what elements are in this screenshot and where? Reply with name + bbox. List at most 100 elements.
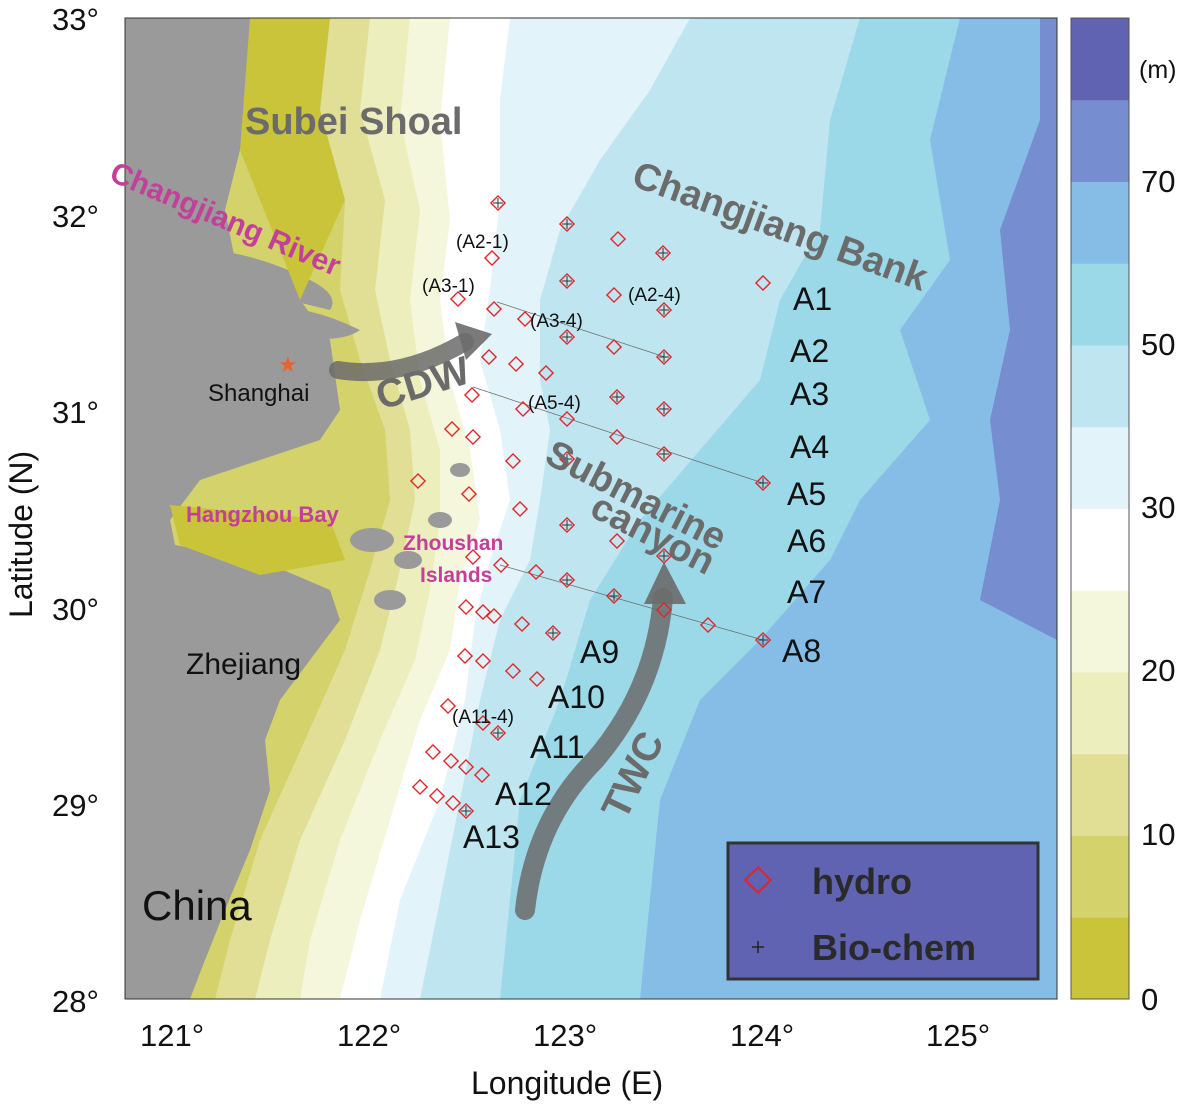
colorbar-unit: (m) bbox=[1139, 56, 1176, 84]
y-tick-label: 30° bbox=[52, 592, 99, 627]
biochem-station-marker bbox=[659, 404, 669, 414]
red-diamond-icon bbox=[743, 865, 773, 895]
colorbar-tick-label: 20 bbox=[1141, 653, 1175, 688]
twc-arrow bbox=[515, 588, 673, 920]
biochem-station-marker bbox=[659, 551, 669, 561]
hydro-station-marker bbox=[654, 244, 672, 262]
colorbar-band bbox=[1071, 917, 1129, 1000]
hydro-station-marker bbox=[504, 662, 522, 680]
label-china: China bbox=[142, 882, 252, 929]
hydro-station-marker bbox=[754, 274, 772, 292]
x-tick-label: 125° bbox=[926, 1018, 990, 1053]
hydro-station-marker bbox=[464, 548, 482, 566]
biochem-station-marker bbox=[493, 728, 503, 738]
biochem-station-marker bbox=[562, 575, 572, 585]
hydro-station-marker bbox=[492, 556, 510, 574]
colorbar-band bbox=[1071, 426, 1129, 509]
hydro-station-marker bbox=[528, 670, 546, 688]
hydro-station-marker bbox=[605, 286, 623, 304]
station-label: A3 bbox=[790, 376, 829, 412]
x-axis-label: Longitude (E) bbox=[471, 1065, 663, 1101]
map-frame bbox=[124, 17, 1058, 1000]
label-shanghai: Shanghai bbox=[208, 380, 309, 407]
biochem-station-marker bbox=[659, 352, 669, 362]
station-sublabel: (A2-1) bbox=[456, 232, 509, 253]
hydro-station-marker bbox=[443, 420, 461, 438]
biochem-station-marker bbox=[659, 449, 669, 459]
colorbar-band bbox=[1071, 835, 1129, 918]
station-label: A13 bbox=[463, 819, 520, 855]
map-area bbox=[125, 18, 1057, 999]
station-sublabel: (A11-4) bbox=[452, 707, 514, 728]
colorbar-tick-label: 50 bbox=[1141, 327, 1175, 362]
hydro-station-marker bbox=[609, 230, 627, 248]
hydro-station-marker bbox=[428, 787, 446, 805]
biochem-station-marker bbox=[758, 478, 768, 488]
colorbar-band bbox=[1071, 99, 1129, 182]
label-hangzhou-bay: Hangzhou Bay bbox=[186, 502, 340, 527]
hydro-station-marker bbox=[605, 587, 623, 605]
hydro-station-marker bbox=[655, 348, 673, 366]
station-markers bbox=[409, 194, 772, 820]
station-sublabel: (A3-4) bbox=[530, 311, 583, 332]
hydro-station-marker bbox=[411, 778, 429, 796]
station-label: A10 bbox=[548, 679, 605, 715]
colorbar: (m) 70 50 30 20 10 0 bbox=[1070, 17, 1176, 1017]
label-zhejiang: Zhejiang bbox=[186, 648, 301, 681]
hydro-station-marker bbox=[457, 758, 475, 776]
hydro-station-marker bbox=[449, 290, 467, 308]
hydro-station-marker bbox=[473, 766, 491, 784]
hydro-station-marker bbox=[485, 300, 503, 318]
hydro-station-marker bbox=[754, 474, 772, 492]
hydro-station-marker bbox=[655, 601, 673, 619]
hydro-station-marker bbox=[513, 615, 531, 633]
biochem-station-marker bbox=[493, 198, 503, 208]
hydro-station-marker bbox=[444, 794, 462, 812]
biochem-station-marker bbox=[609, 591, 619, 601]
biochem-station-marker bbox=[461, 806, 471, 816]
hydro-station-marker bbox=[409, 472, 427, 490]
biochem-station-marker bbox=[659, 305, 669, 315]
label-subei-shoal: Subei Shoal bbox=[245, 101, 462, 143]
hydro-station-marker bbox=[558, 328, 576, 346]
biochem-station-marker bbox=[562, 520, 572, 530]
hydro-station-marker bbox=[424, 743, 442, 761]
legend-label: hydro bbox=[812, 861, 912, 902]
biochem-station-marker bbox=[658, 248, 668, 258]
legend-label: Bio-chem bbox=[812, 927, 976, 968]
hydro-station-marker bbox=[655, 400, 673, 418]
colorbar-band bbox=[1071, 263, 1129, 346]
x-axis: 121° 122° 123° 124° 125° Longitude (E) bbox=[140, 1018, 990, 1101]
colorbar-band bbox=[1071, 345, 1129, 428]
hydro-station-marker bbox=[460, 485, 478, 503]
hydro-station-marker bbox=[489, 194, 507, 212]
station-label: A4 bbox=[790, 429, 829, 465]
biochem-station-marker bbox=[758, 635, 768, 645]
colorbar-tick-label: 0 bbox=[1141, 982, 1158, 1017]
colorbar-band bbox=[1071, 590, 1129, 673]
y-axis-label: Latitude (N) bbox=[3, 451, 39, 618]
station-sublabel: (A5-4) bbox=[528, 393, 581, 414]
x-tick-label: 123° bbox=[533, 1018, 597, 1053]
hydro-station-marker bbox=[558, 410, 576, 428]
biochem-station-marker bbox=[562, 219, 572, 229]
station-label: A12 bbox=[495, 776, 552, 812]
colorbar-band bbox=[1071, 508, 1129, 591]
hydro-station-marker bbox=[699, 616, 717, 634]
hydro-station-marker bbox=[474, 714, 492, 732]
biochem-station-marker bbox=[612, 392, 622, 402]
hydro-station-marker bbox=[480, 348, 498, 366]
hydro-station-marker bbox=[527, 563, 545, 581]
label-zhoushan: Zhoushan bbox=[403, 532, 503, 555]
colorbar-bands bbox=[1071, 18, 1129, 1000]
biochem-station-marker bbox=[562, 454, 572, 464]
hydro-station-marker bbox=[655, 445, 673, 463]
hydro-station-marker bbox=[754, 631, 772, 649]
hydro-station-marker bbox=[483, 249, 501, 267]
hydro-station-marker bbox=[442, 752, 460, 770]
hydro-station-marker bbox=[457, 802, 475, 820]
hydro-station-marker bbox=[608, 428, 626, 446]
legend-box bbox=[726, 841, 1040, 981]
section-labels-east: A1 A2 A3 A4 A5 A6 A7 A8 bbox=[782, 281, 832, 669]
